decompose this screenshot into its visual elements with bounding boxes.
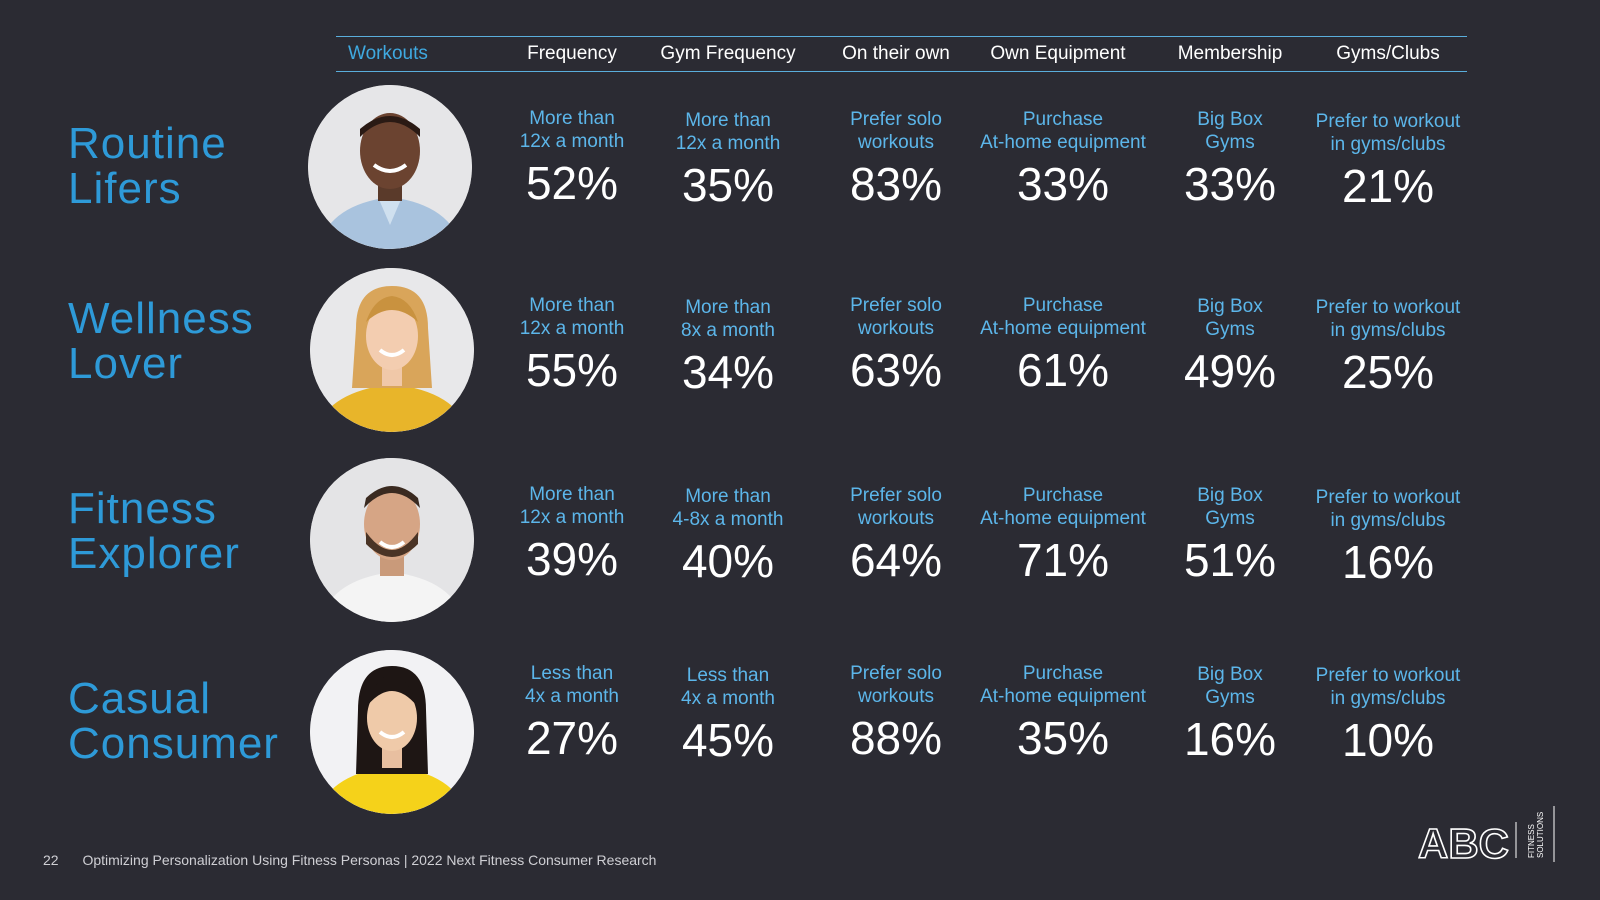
metric-frequency: More than 12x a month 52% — [482, 107, 662, 211]
footer: 22 Optimizing Personalization Using Fitn… — [43, 852, 656, 868]
column-header-on-their-own: On their own — [842, 43, 950, 64]
metric-own-equipment: Purchase At-home equipment 35% — [973, 662, 1153, 766]
metric-value: 16% — [1183, 713, 1277, 765]
metric-value: 71% — [1016, 534, 1110, 586]
metric-on-their-own: Prefer solo workouts 63% — [806, 294, 986, 398]
metric-frequency: More than 12x a month 39% — [482, 483, 662, 587]
metric-gym-frequency: More than 4-8x a month 40% — [638, 485, 818, 589]
woman-yellow-sweater-avatar — [310, 268, 474, 432]
metric-value: 25% — [1341, 346, 1435, 398]
metric-membership: Big Box Gyms 51% — [1140, 484, 1320, 588]
column-header-workouts: Workouts — [348, 43, 428, 64]
metric-membership: Big Box Gyms 16% — [1140, 663, 1320, 767]
column-header-own-equipment: Own Equipment — [990, 43, 1126, 64]
persona-name: Casual Consumer — [68, 674, 279, 768]
abc-fitness-logo: ABC FITNESS SOLUTIONS — [1417, 806, 1558, 868]
persona-row-fitness-explorer: Fitness Explorer More than 12x a month 39… — [0, 458, 1600, 628]
man-white-tshirt-avatar — [310, 458, 474, 622]
metric-value: 45% — [681, 714, 775, 766]
metric-value: 39% — [525, 533, 619, 585]
metric-on-their-own: Prefer solo workouts 64% — [806, 484, 986, 588]
metric-own-equipment: Purchase At-home equipment 33% — [973, 108, 1153, 212]
metric-on-their-own: Prefer solo workouts 88% — [806, 662, 986, 766]
persona-row-wellness-lover: Wellness Lover More than 12x a month 55% … — [0, 268, 1600, 438]
metric-value: 10% — [1341, 714, 1435, 766]
metric-membership: Big Box Gyms 33% — [1140, 108, 1320, 212]
metric-gyms-clubs: Prefer to workout in gyms/clubs 10% — [1298, 664, 1478, 768]
metric-gym-frequency: More than 12x a month 35% — [638, 109, 818, 213]
metric-own-equipment: Purchase At-home equipment 61% — [973, 294, 1153, 398]
metric-on-their-own: Prefer solo workouts 83% — [806, 108, 986, 212]
metric-value: 52% — [525, 157, 619, 209]
logo-tagline-2: SOLUTIONS — [1536, 812, 1545, 858]
metric-value: 88% — [849, 712, 943, 764]
metric-value: 51% — [1183, 534, 1277, 586]
metric-gyms-clubs: Prefer to workout in gyms/clubs 16% — [1298, 486, 1478, 590]
metric-value: 34% — [681, 346, 775, 398]
woman-yellow-tshirt-avatar — [310, 650, 474, 814]
metric-value: 61% — [1016, 344, 1110, 396]
persona-row-routine-lifers: Routine Lifers More than 12x a month 52% … — [0, 85, 1600, 255]
persona-row-casual-consumer: Casual Consumer Less than 4x a month 27% … — [0, 650, 1600, 820]
persona-name: Wellness Lover — [68, 294, 254, 388]
logo-tagline-1: FITNESS — [1527, 824, 1536, 858]
footer-text: Optimizing Personalization Using Fitness… — [82, 852, 657, 868]
man-blue-shirt-avatar — [308, 85, 472, 249]
metric-value: 55% — [525, 344, 619, 396]
column-header-membership: Membership — [1177, 43, 1283, 64]
page-number: 22 — [43, 852, 59, 868]
metric-value: 21% — [1341, 160, 1435, 212]
persona-name: Fitness Explorer — [68, 484, 240, 578]
metric-membership: Big Box Gyms 49% — [1140, 295, 1320, 399]
metric-frequency: More than 12x a month 55% — [482, 294, 662, 398]
metric-value: 27% — [525, 712, 619, 764]
logo-brand-text: ABC — [1418, 820, 1509, 862]
metric-value: 33% — [1183, 158, 1277, 210]
metric-frequency: Less than 4x a month 27% — [482, 662, 662, 766]
metric-value: 35% — [1016, 712, 1110, 764]
metric-value: 49% — [1183, 345, 1277, 397]
metric-gyms-clubs: Prefer to workout in gyms/clubs 21% — [1298, 110, 1478, 214]
column-header-frequency: Frequency — [527, 43, 617, 64]
column-header-gym-frequency: Gym Frequency — [660, 43, 796, 64]
metric-value: 40% — [681, 535, 775, 587]
metric-value: 33% — [1016, 158, 1110, 210]
metric-gym-frequency: Less than 4x a month 45% — [638, 664, 818, 768]
metric-value: 63% — [849, 344, 943, 396]
metric-value: 83% — [849, 158, 943, 210]
metric-gyms-clubs: Prefer to workout in gyms/clubs 25% — [1298, 296, 1478, 400]
metric-gym-frequency: More than 8x a month 34% — [638, 296, 818, 400]
persona-name: Routine Lifers — [68, 119, 227, 213]
metric-value: 35% — [681, 159, 775, 211]
column-header: Workouts Frequency Gym Frequency On thei… — [336, 36, 1467, 72]
metric-value: 64% — [849, 534, 943, 586]
column-header-gyms-clubs: Gyms/Clubs — [1336, 43, 1440, 64]
metric-own-equipment: Purchase At-home equipment 71% — [973, 484, 1153, 588]
metric-value: 16% — [1341, 536, 1435, 588]
